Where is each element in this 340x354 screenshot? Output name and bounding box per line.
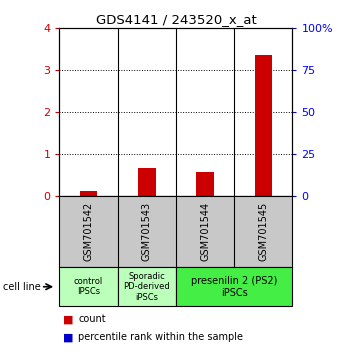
Text: GSM701545: GSM701545 <box>258 202 268 262</box>
Bar <box>59 267 118 306</box>
Text: count: count <box>78 314 106 325</box>
Text: Sporadic
PD-derived
iPSCs: Sporadic PD-derived iPSCs <box>123 272 170 302</box>
Text: control
IPSCs: control IPSCs <box>74 277 103 296</box>
Text: GSM701543: GSM701543 <box>142 202 152 262</box>
Bar <box>138 168 156 196</box>
Text: GSM701542: GSM701542 <box>84 202 94 262</box>
Text: percentile rank within the sample: percentile rank within the sample <box>78 332 243 342</box>
Bar <box>176 267 292 306</box>
Text: presenilin 2 (PS2)
iPSCs: presenilin 2 (PS2) iPSCs <box>191 276 277 298</box>
Bar <box>255 195 272 196</box>
Title: GDS4141 / 243520_x_at: GDS4141 / 243520_x_at <box>96 13 256 26</box>
Bar <box>255 55 272 196</box>
Text: cell line: cell line <box>3 282 41 292</box>
Text: ■: ■ <box>63 314 73 325</box>
Text: GSM701544: GSM701544 <box>200 202 210 262</box>
Bar <box>80 191 97 196</box>
Bar <box>196 172 214 196</box>
Bar <box>118 267 176 306</box>
Text: ■: ■ <box>63 332 73 342</box>
